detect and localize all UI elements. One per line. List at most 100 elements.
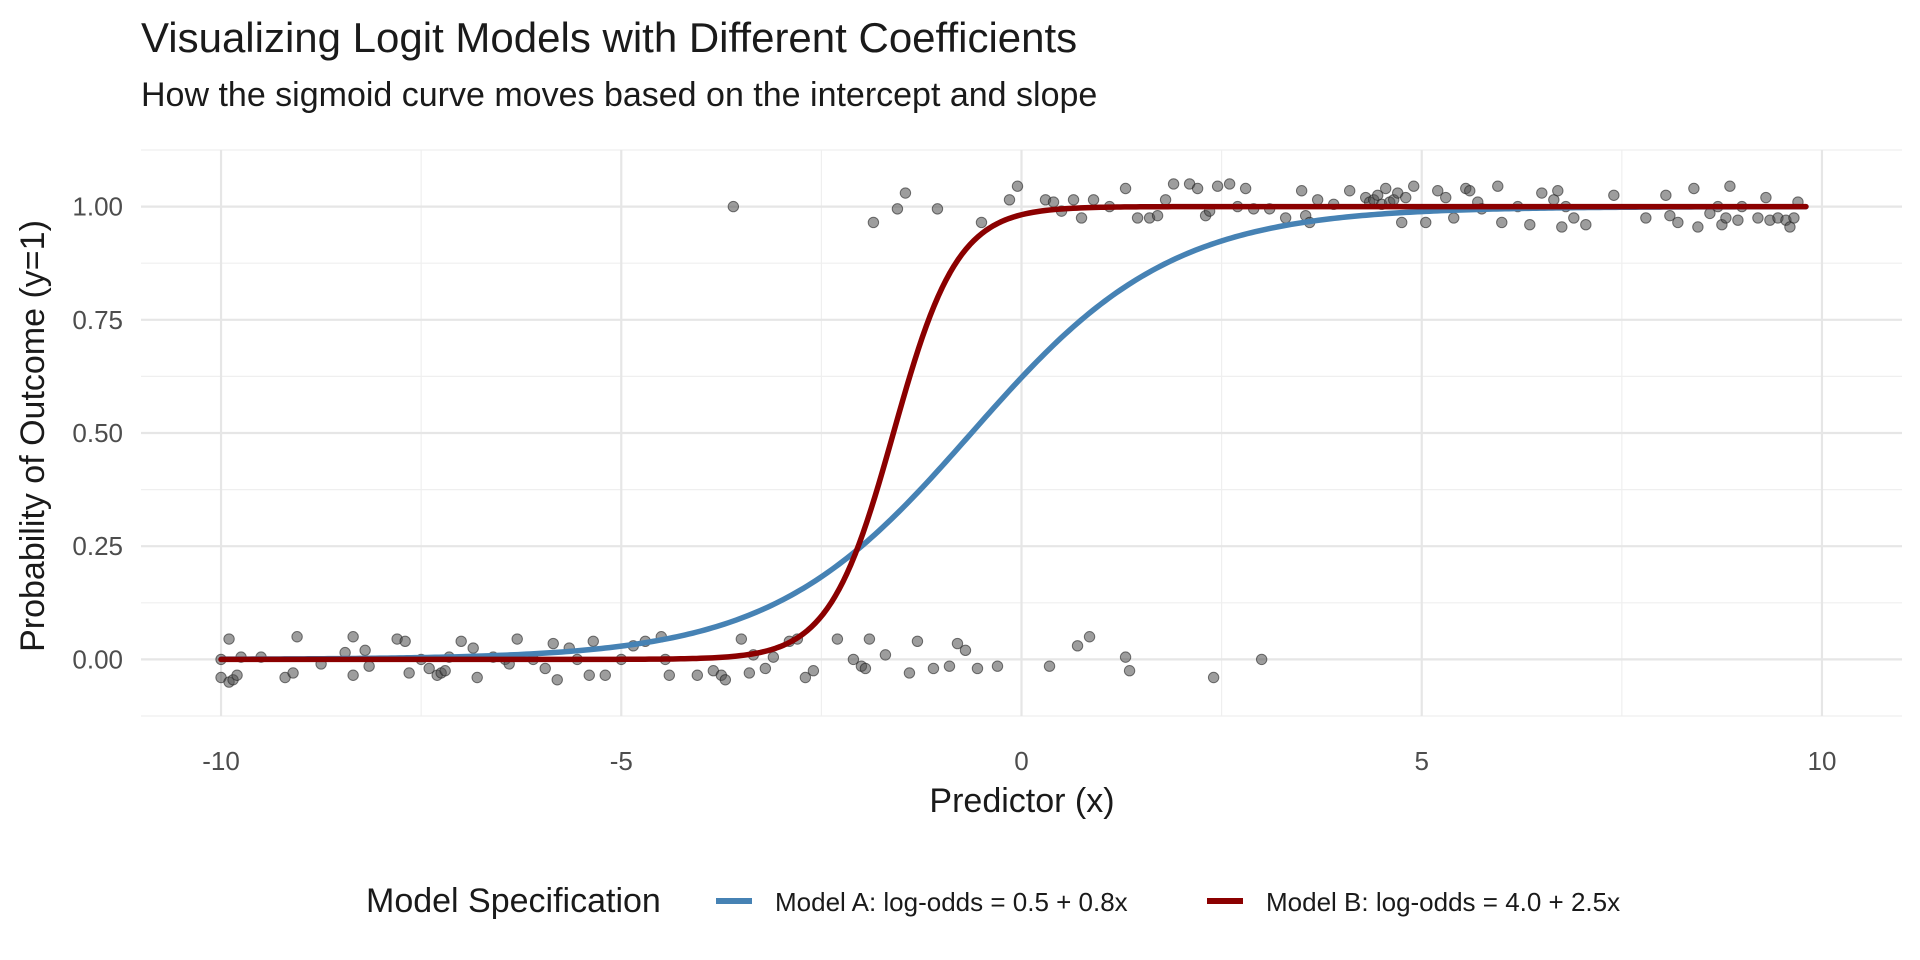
x-tick-label: -5 (610, 746, 633, 776)
observation-point (1788, 212, 1800, 224)
x-tick-label: -10 (202, 746, 240, 776)
model-curves (218, 203, 1809, 663)
observation-point (807, 665, 820, 677)
observation-point (231, 669, 243, 681)
observation-point (1075, 212, 1088, 224)
grid (141, 149, 1902, 717)
observation-point (1660, 189, 1672, 201)
legend-label-model-b: Model B: log-odds = 4.0 + 2.5x (1266, 887, 1620, 917)
observation-point (1159, 194, 1172, 206)
observation-point (903, 667, 916, 679)
observation-point (1752, 212, 1764, 224)
observation-point (1568, 212, 1580, 224)
observation-point (1732, 214, 1744, 226)
observation-point (467, 642, 479, 654)
observation-point (799, 671, 812, 684)
observation-point (223, 633, 235, 645)
observation-point (1343, 185, 1356, 197)
legend-label-model-a: Model A: log-odds = 0.5 + 0.8x (775, 887, 1128, 917)
observation-point (1047, 196, 1060, 208)
observation-point (599, 669, 611, 681)
observation-point (1119, 182, 1132, 195)
observation-point (1496, 216, 1508, 229)
observation-point (1400, 191, 1412, 204)
observation-point (363, 660, 375, 672)
legend-title: Model Specification (366, 882, 661, 920)
observation-point (1123, 665, 1136, 677)
observation-point (1255, 653, 1268, 666)
observation-point (1664, 209, 1676, 222)
observation-point (583, 669, 595, 681)
observation-point (1380, 182, 1392, 195)
observation-point (891, 203, 904, 215)
legend: Model Specification Model A: log-odds = … (366, 882, 1620, 920)
observation-point (847, 653, 860, 666)
observation-point (1580, 219, 1592, 231)
observation-point (951, 637, 964, 650)
observation-point (1279, 212, 1292, 224)
observation-point (439, 665, 451, 677)
observation-point (1420, 216, 1432, 229)
observation-point (1464, 185, 1476, 197)
observation-point (1724, 180, 1736, 192)
observation-point (1440, 191, 1452, 204)
observation-point (831, 633, 844, 645)
observation-point (1131, 212, 1144, 224)
observation-point (743, 667, 756, 679)
observation-point (1223, 178, 1236, 190)
observation-point (911, 635, 924, 647)
observation-point (1552, 185, 1564, 197)
observation-point (1692, 221, 1704, 233)
observation-point (539, 662, 551, 675)
observation-point (1524, 219, 1536, 231)
observation-point (943, 660, 956, 672)
observation-point (1688, 182, 1700, 195)
y-tick-label: 0.00 (72, 644, 123, 674)
observation-point (863, 633, 876, 645)
observation-point (455, 635, 467, 647)
observation-point (859, 662, 872, 675)
observation-point (767, 651, 780, 663)
observation-point (1760, 191, 1772, 204)
observation-point (511, 633, 523, 645)
observation-point (347, 669, 359, 681)
observation-point (1608, 189, 1620, 201)
observation-point (1492, 180, 1504, 192)
observation-point (547, 637, 559, 650)
observation-point (1432, 185, 1444, 197)
observation-point (1003, 194, 1016, 206)
observation-point (1720, 212, 1732, 224)
y-axis-title: Probability of Outcome (y=1) (14, 220, 52, 652)
observation-point (551, 674, 563, 686)
observation-point (1119, 651, 1132, 663)
y-tick-label: 0.75 (72, 305, 123, 335)
observation-point (735, 633, 748, 645)
chart-title: Visualizing Logit Models with Different … (141, 14, 1077, 61)
observation-point (931, 203, 944, 215)
x-axis-title: Predictor (x) (929, 782, 1114, 820)
observation-point (1295, 185, 1308, 197)
observation-point (1087, 194, 1100, 206)
observation-point (867, 216, 880, 229)
observation-point (927, 662, 940, 675)
observation-point (759, 662, 772, 675)
observation-point (975, 216, 988, 229)
observation-point (727, 200, 740, 213)
observation-point (287, 667, 299, 679)
x-tick-label: 10 (1807, 746, 1836, 776)
observation-point (691, 669, 704, 681)
observation-point (971, 662, 984, 675)
observation-point (1396, 216, 1408, 229)
observation-point (347, 631, 359, 643)
observation-point (587, 635, 599, 647)
observation-point (1011, 180, 1024, 192)
observation-point (1151, 209, 1164, 222)
observation-point (1191, 182, 1204, 195)
observation-point (1067, 194, 1080, 206)
observation-point (1311, 194, 1324, 206)
observation-point (1071, 640, 1084, 652)
observation-point (423, 662, 435, 675)
observation-point (879, 649, 892, 661)
observation-point (1167, 178, 1180, 190)
